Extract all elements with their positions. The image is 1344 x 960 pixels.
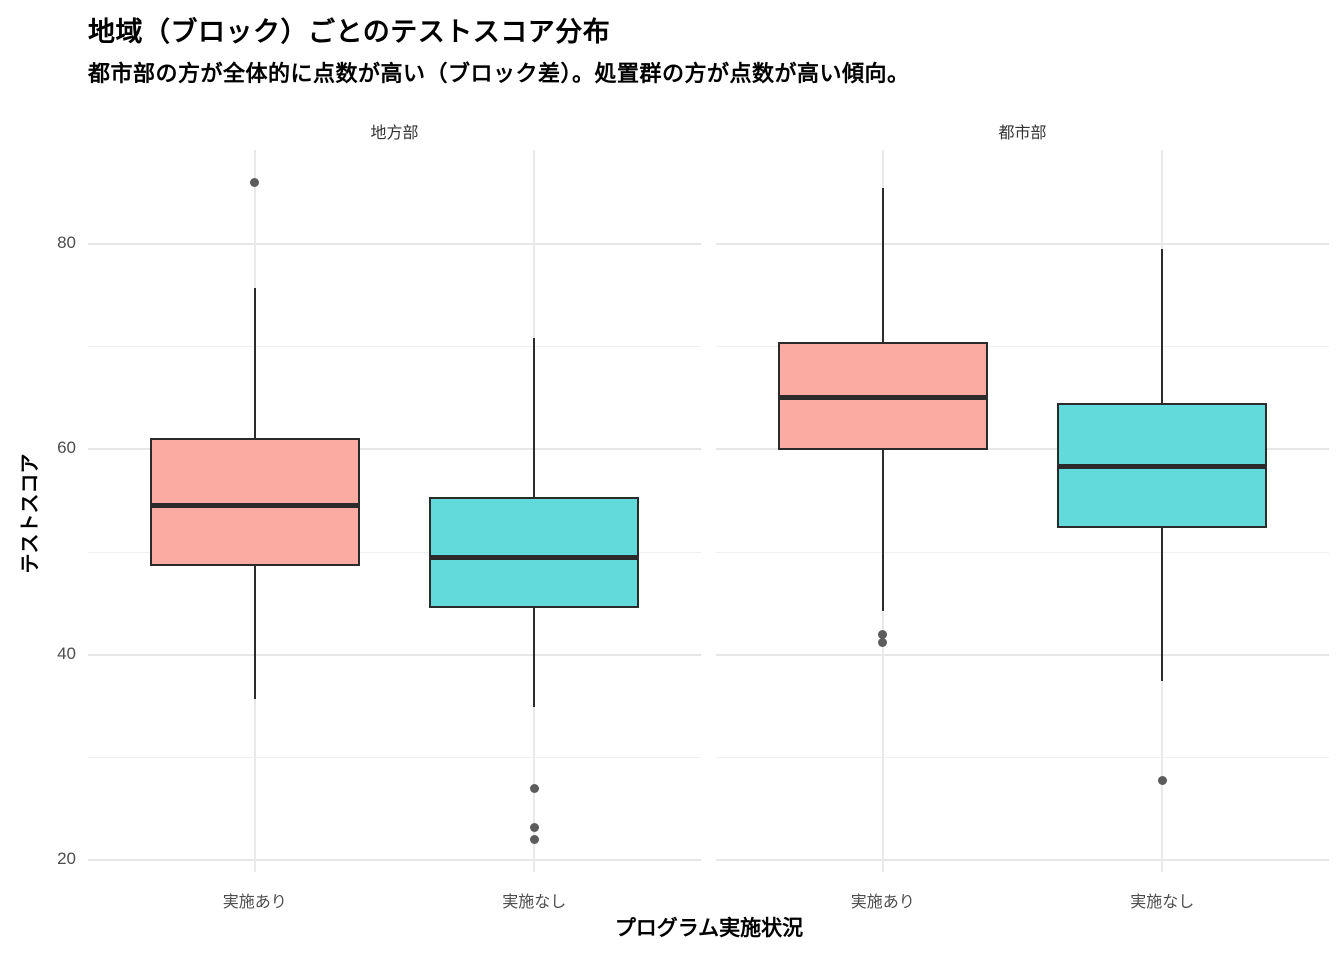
x-tick-label: 実施なし bbox=[502, 894, 567, 911]
gridline-minor-y bbox=[716, 551, 1329, 553]
x-tick-label: 実施あり bbox=[222, 894, 287, 911]
boxplot-median bbox=[429, 554, 640, 560]
outlier-point bbox=[529, 834, 539, 844]
y-tick-label: 20 bbox=[57, 848, 76, 868]
boxplot-box bbox=[429, 496, 640, 609]
chart-title: 地域（ブロック）ごとのテストスコア分布 bbox=[88, 17, 611, 47]
outlier-point bbox=[250, 178, 260, 188]
gridline-major-y bbox=[716, 448, 1329, 451]
gridline-minor-y bbox=[716, 346, 1329, 348]
gridline-minor-y bbox=[716, 756, 1329, 758]
outlier-point bbox=[878, 637, 888, 647]
y-tick-label: 40 bbox=[57, 643, 76, 663]
gridline-major-y bbox=[88, 858, 701, 861]
gridline-minor-y bbox=[88, 551, 701, 553]
gridline-minor-y bbox=[88, 756, 701, 758]
y-tick-label: 80 bbox=[57, 233, 76, 253]
gridline-major-y bbox=[88, 243, 701, 246]
boxplot-median bbox=[149, 503, 360, 509]
outlier-point bbox=[529, 784, 539, 794]
outlier-point bbox=[529, 823, 539, 833]
x-axis-title: プログラム実施状況 bbox=[614, 917, 804, 940]
boxplot-box bbox=[149, 438, 360, 567]
x-tick-label: 実施なし bbox=[1130, 894, 1195, 911]
gridline-minor-y bbox=[88, 346, 701, 348]
gridline-major-y bbox=[716, 653, 1329, 656]
gridline-major-y bbox=[716, 858, 1329, 861]
facet-strip-label: 都市部 bbox=[998, 125, 1047, 142]
boxplot-median bbox=[1057, 464, 1268, 470]
x-tick-label: 実施あり bbox=[850, 894, 915, 911]
outlier-point bbox=[1157, 776, 1167, 786]
gridline-major-y bbox=[88, 653, 701, 656]
gridline-major-y bbox=[716, 243, 1329, 246]
outlier-point bbox=[878, 629, 888, 639]
y-tick-label: 60 bbox=[57, 438, 76, 458]
chart-subtitle: 都市部の方が全体的に点数が高い（ブロック差）。処置群の方が点数が高い傾向。 bbox=[88, 61, 910, 86]
gridline-major-y bbox=[88, 448, 701, 451]
facet-strip-label: 地方部 bbox=[370, 125, 419, 142]
boxplot-median bbox=[777, 394, 988, 400]
